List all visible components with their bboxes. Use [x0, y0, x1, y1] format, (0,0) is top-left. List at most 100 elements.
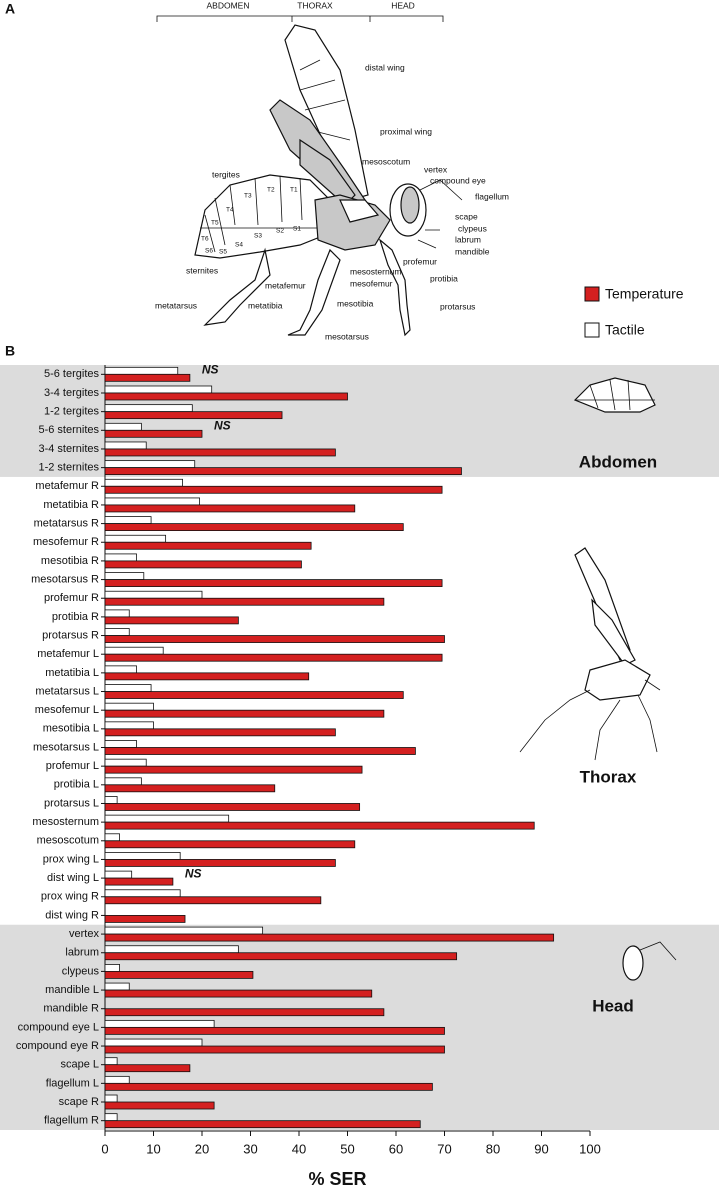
bar — [104, 516, 152, 524]
bar — [104, 460, 196, 469]
bar — [104, 646, 164, 655]
bar — [104, 534, 167, 543]
y-tick-label: mesosternum — [32, 816, 99, 828]
x-tick-label: 20 — [195, 1141, 209, 1156]
bar — [104, 852, 181, 860]
bar — [104, 1038, 203, 1047]
segment-label: S1 — [293, 226, 301, 233]
x-tick-label: 50 — [340, 1141, 354, 1156]
y-tick-label: dist wing L — [47, 872, 99, 884]
y-tick-label: mesofemur R — [33, 536, 99, 548]
part-label: metafemur — [265, 280, 306, 290]
x-tick-label: 10 — [146, 1141, 160, 1156]
part-label: scape — [455, 211, 478, 221]
bar — [104, 616, 239, 625]
bar — [104, 422, 142, 431]
segment-label: T6 — [201, 236, 209, 243]
bar — [104, 945, 239, 954]
bar — [104, 777, 142, 786]
x-tick-label: 0 — [101, 1141, 108, 1156]
bar — [104, 784, 276, 793]
y-tick-label: mesotarsus L — [33, 741, 99, 753]
bar — [104, 765, 363, 774]
bar — [104, 609, 130, 618]
y-tick-label: mesotibia L — [43, 723, 99, 735]
bar — [104, 840, 356, 849]
bar — [104, 411, 283, 420]
bar — [104, 926, 264, 935]
bar — [104, 635, 445, 643]
bar — [104, 877, 174, 886]
bar — [104, 1113, 118, 1122]
part-label: mesosternum — [350, 266, 402, 276]
part-label: protarsus — [440, 301, 475, 311]
y-tick-label: metatibia L — [45, 667, 99, 679]
y-tick-label: scape L — [60, 1059, 99, 1071]
bar — [104, 628, 130, 636]
part-label: mesofemur — [350, 278, 393, 288]
y-tick-label: profemur L — [46, 760, 99, 772]
bar — [104, 497, 200, 506]
panel-label: A — [5, 1, 15, 17]
legend-label: Temperature — [605, 286, 684, 302]
y-tick-label: 3-4 sternites — [38, 443, 99, 455]
y-tick-label: mesoscotum — [37, 835, 99, 847]
bar — [104, 952, 458, 961]
y-tick-label: metafemur R — [35, 480, 99, 492]
segment-label: T5 — [211, 220, 219, 227]
x-axis-title: % SER — [308, 1169, 366, 1189]
part-label: mesotarsus — [325, 331, 369, 341]
segment-label: S2 — [276, 228, 284, 235]
bar — [104, 553, 137, 562]
y-tick-label: mesotibia R — [41, 555, 99, 567]
segment-label: S6 — [205, 248, 213, 255]
bar — [104, 982, 130, 991]
bar — [104, 1075, 130, 1084]
y-tick-label: vertex — [69, 928, 99, 940]
bar — [104, 1101, 215, 1110]
y-tick-label: dist wing R — [45, 909, 99, 921]
bar — [104, 814, 230, 823]
y-tick-label: mesotarsus R — [31, 573, 99, 585]
y-tick-label: metatibia R — [43, 499, 99, 511]
region-label: HEAD — [391, 0, 415, 10]
y-tick-label: 1-2 sternites — [38, 462, 99, 474]
y-tick-label: compound eye L — [18, 1021, 99, 1033]
part-label: protibia — [430, 273, 458, 283]
bar — [104, 889, 181, 898]
x-tick-label: 100 — [579, 1141, 601, 1156]
bar — [104, 971, 254, 979]
y-tick-label: scape R — [59, 1096, 99, 1108]
bar — [104, 859, 336, 867]
bar — [104, 1019, 215, 1028]
y-tick-label: flagellum L — [46, 1077, 99, 1089]
segment-label: T2 — [267, 187, 275, 194]
segment-label: S4 — [235, 242, 243, 249]
bar — [104, 740, 137, 748]
bar — [104, 747, 416, 755]
bar — [104, 653, 443, 662]
bar — [104, 989, 373, 998]
bar — [104, 1057, 118, 1066]
y-tick-label: mesofemur L — [35, 704, 99, 716]
y-tick-label: metafemur L — [37, 648, 99, 660]
segment-label: T1 — [290, 187, 298, 194]
bar — [104, 523, 404, 531]
bar — [104, 448, 336, 457]
bar — [104, 590, 203, 599]
annotation: NS — [202, 363, 219, 377]
y-tick-label: mandible L — [45, 984, 99, 996]
y-tick-label: mandible R — [43, 1003, 99, 1015]
region-icons — [519, 377, 677, 981]
part-label: proximal wing — [380, 126, 432, 136]
bar — [104, 366, 179, 375]
bar — [104, 429, 203, 438]
y-tick-label: prox wing R — [41, 891, 99, 903]
bar — [104, 597, 385, 606]
region-label: Thorax — [580, 767, 637, 786]
bar — [104, 796, 118, 804]
bar — [104, 385, 213, 394]
bar — [104, 441, 147, 450]
y-tick-label: compound eye R — [16, 1040, 99, 1052]
